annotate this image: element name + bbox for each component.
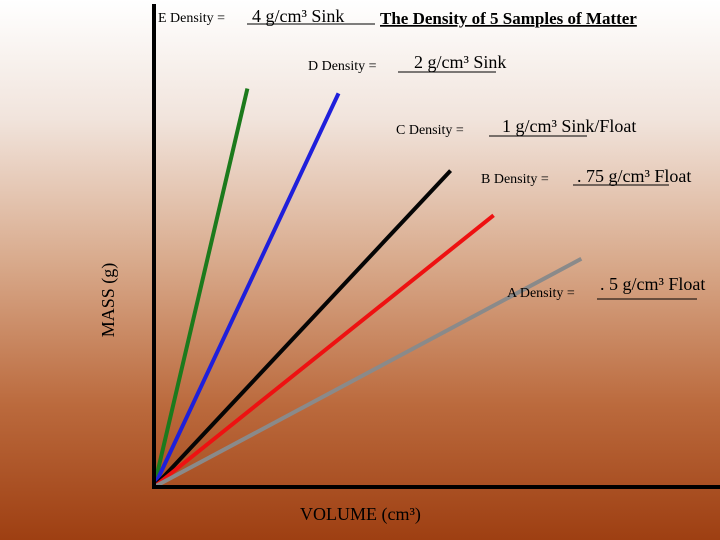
density-label-b: B Density = <box>481 172 549 187</box>
x-axis-label: VOLUME (cm³) <box>300 504 421 525</box>
y-axis-label: MASS (g) <box>98 263 119 338</box>
density-label-e: E Density = <box>158 11 225 26</box>
series-line-d <box>152 92 341 488</box>
chart-title: The Density of 5 Samples of Matter <box>380 9 637 28</box>
series-line-c <box>152 169 453 489</box>
series-lines <box>152 88 583 489</box>
density-answer-b: . 75 g/cm³ Float <box>577 166 691 186</box>
series-line-b <box>152 213 495 489</box>
density-answer-e: 4 g/cm³ Sink <box>252 6 344 26</box>
density-answer-a: . 5 g/cm³ Float <box>600 274 705 294</box>
series-line-a <box>153 257 583 489</box>
density-label-a: A Density = <box>507 286 575 301</box>
density-label-d: D Density = <box>308 59 377 74</box>
density-answer-c: 1 g/cm³ Sink/Float <box>502 116 636 136</box>
series-line-e <box>152 88 250 488</box>
density-label-c: C Density = <box>396 123 464 138</box>
density-answer-d: 2 g/cm³ Sink <box>414 52 506 72</box>
